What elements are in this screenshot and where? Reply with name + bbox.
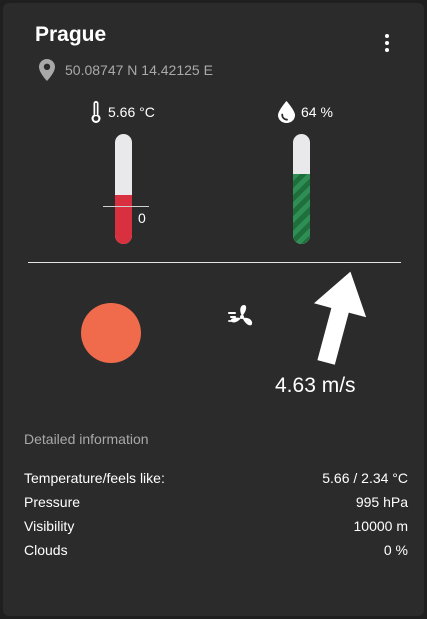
detail-row: Clouds 0 % [24, 541, 408, 565]
detail-row: Pressure 995 hPa [24, 493, 408, 517]
detail-label: Visibility [24, 518, 75, 534]
city-title: Prague [35, 23, 107, 46]
detail-row: Temperature/feels like: 5.66 / 2.34 °C [24, 469, 408, 493]
detail-value: 5.66 / 2.34 °C [322, 470, 408, 486]
detail-value: 995 hPa [355, 494, 408, 510]
temperature-gauge [115, 134, 132, 244]
more-vert-icon-dot [385, 41, 389, 45]
humidity-reading: 64 % [278, 101, 333, 123]
humidity-gauge-fill [293, 173, 310, 244]
temperature-value: 5.66 °C [108, 104, 155, 120]
wind-direction-arrow-icon [313, 271, 367, 365]
coordinates: 50.08747 N 14.42125 E [65, 62, 213, 78]
detail-label: Clouds [24, 542, 68, 558]
detail-value: 10000 m [353, 518, 408, 534]
details-list: Temperature/feels like: 5.66 / 2.34 °C Pre… [24, 469, 408, 565]
wind-speed: 4.63 m/s [275, 374, 356, 397]
water-drop-icon [278, 101, 295, 123]
sun-indicator [81, 303, 141, 363]
detail-row: Visibility 10000 m [24, 517, 408, 541]
detail-value: 0 % [383, 542, 408, 558]
humidity-gauge [293, 134, 310, 244]
location-pin-icon [39, 59, 55, 81]
zero-marker-label: 0 [138, 210, 146, 226]
temperature-reading: 5.66 °C [90, 100, 155, 124]
weather-card: Prague 50.08747 N 14.42125 E 5.66 °C 64 … [3, 3, 424, 616]
details-title: Detailed information [24, 431, 149, 447]
divider [28, 262, 401, 263]
more-options-button[interactable] [375, 30, 399, 56]
more-vert-icon-dot [385, 48, 389, 52]
detail-label: Temperature/feels like: [24, 470, 165, 486]
more-vert-icon [385, 34, 389, 38]
fan-icon [228, 305, 253, 326]
temperature-gauge-fill [115, 194, 132, 244]
humidity-value: 64 % [301, 104, 333, 120]
zero-marker-line [103, 206, 149, 207]
detail-label: Pressure [24, 494, 81, 510]
thermometer-icon [91, 101, 101, 123]
location-row: 50.08747 N 14.42125 E [39, 59, 213, 81]
